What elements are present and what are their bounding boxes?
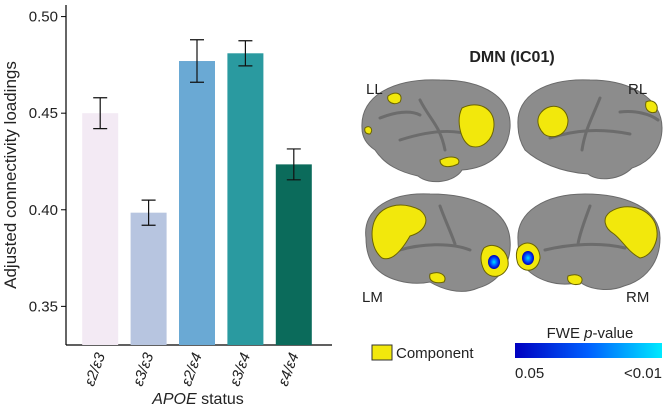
bar bbox=[227, 53, 264, 345]
view-label: RL bbox=[628, 81, 647, 98]
error-bar bbox=[141, 199, 156, 226]
legend-swatch bbox=[371, 344, 393, 361]
view-label: LL bbox=[366, 81, 383, 98]
x-axis-title-rest: status bbox=[197, 391, 244, 408]
component-blob bbox=[567, 274, 583, 285]
component-blob bbox=[371, 204, 427, 260]
component-blob bbox=[604, 206, 658, 259]
component-blob bbox=[429, 272, 446, 284]
scale-low: 0.05 bbox=[515, 365, 544, 382]
component-blob bbox=[364, 126, 373, 135]
bar-chart: Adjusted connectivity loadings APOE stat… bbox=[1, 5, 332, 408]
scale-title-part: p bbox=[583, 325, 592, 342]
brain-panel: DMN (IC01) LL RL LM RM Component FWE p-v… bbox=[361, 49, 663, 382]
panel-title: DMN (IC01) bbox=[469, 49, 554, 66]
x-tick-label: ε4/ε4 bbox=[275, 351, 303, 389]
view-label: LM bbox=[362, 289, 383, 306]
scale-title-part: FWE bbox=[547, 325, 585, 342]
significance-blob bbox=[522, 251, 534, 265]
view-label: RM bbox=[626, 289, 649, 306]
x-axis-title: APOE status bbox=[151, 391, 244, 408]
component-blob bbox=[439, 156, 460, 168]
bar bbox=[82, 113, 119, 345]
error-bar bbox=[286, 148, 301, 181]
x-tick-label: ε3/ε4 bbox=[227, 351, 255, 389]
error-bar bbox=[93, 97, 108, 130]
x-tick-label: ε2/ε4 bbox=[178, 351, 206, 389]
sulci bbox=[398, 204, 472, 252]
x-tick-label: ε2/ε3 bbox=[81, 350, 109, 388]
significance-blob bbox=[488, 255, 500, 269]
error-bar bbox=[238, 40, 253, 67]
error-bar bbox=[190, 39, 204, 83]
x-tick-label: ε3/ε3 bbox=[130, 350, 158, 388]
bar bbox=[130, 212, 167, 345]
y-tick-label: 0.45 bbox=[29, 105, 58, 122]
legend-label: Component bbox=[396, 345, 474, 362]
bar bbox=[275, 164, 312, 345]
component-blob bbox=[537, 105, 569, 138]
scale-high: <0.01 bbox=[624, 365, 662, 382]
y-tick-label: 0.50 bbox=[29, 9, 58, 26]
component-blob bbox=[645, 100, 658, 113]
component-blob bbox=[458, 104, 495, 148]
component-blob bbox=[387, 92, 402, 105]
y-tick-label: 0.35 bbox=[29, 298, 58, 315]
y-axis-title: Adjusted connectivity loadings bbox=[1, 61, 20, 289]
sulci bbox=[543, 204, 627, 252]
y-tick-label: 0.40 bbox=[29, 202, 58, 219]
scale-title: FWE p-value bbox=[547, 325, 634, 342]
bar bbox=[179, 61, 215, 345]
color-scale bbox=[515, 343, 662, 358]
x-axis-title-italic: APOE bbox=[151, 391, 197, 408]
scale-title-part: -value bbox=[592, 325, 633, 342]
